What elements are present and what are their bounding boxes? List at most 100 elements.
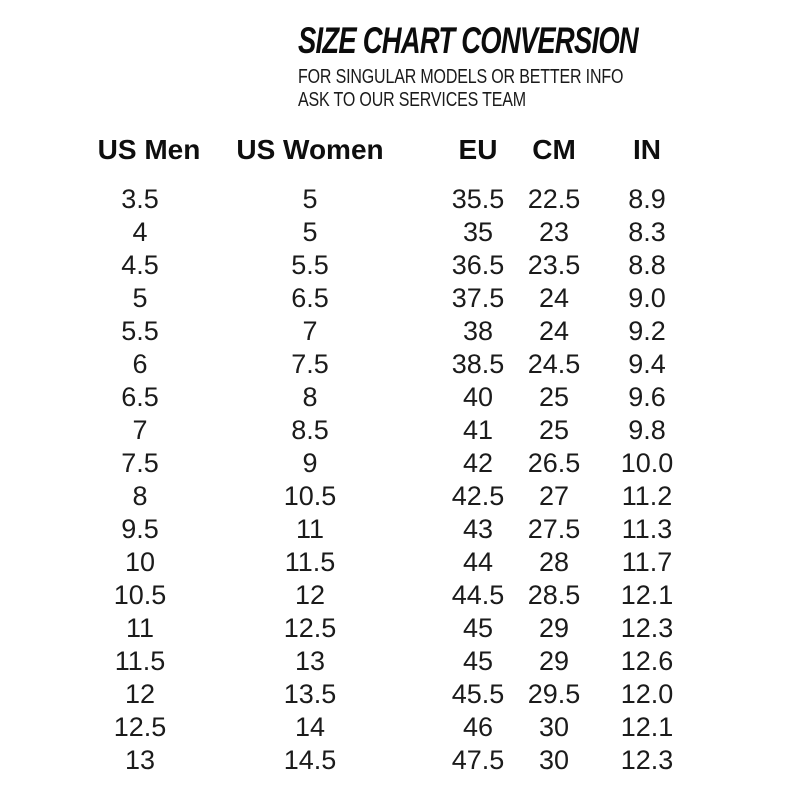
table-cell: 5.5	[291, 250, 329, 280]
table-cell: 5	[302, 217, 318, 247]
table-cell: 42	[462, 448, 494, 478]
table-cell: 10	[124, 547, 156, 577]
table-row: 10 11.5 44 28 11.7	[75, 546, 677, 579]
table-row: 6 7.5 38.5 24.5 9.4	[75, 348, 677, 381]
table-cell: 28.5	[527, 580, 581, 610]
table-row: 13 14.5 47.5 30 12.3	[75, 744, 677, 777]
table-row: 7 8.5 41 25 9.8	[75, 414, 677, 447]
table-cell: 38.5	[451, 349, 505, 379]
table-cell: 9	[302, 448, 318, 478]
table-cell: 38	[462, 316, 494, 346]
table-cell: 40	[462, 382, 494, 412]
table-cell: 28	[538, 547, 570, 577]
table-row: 5 6.5 37.5 24 9.0	[75, 282, 677, 315]
header-block: SIZE CHART CONVERSION FOR SINGULAR MODEL…	[298, 22, 738, 112]
table-cell: 3.5	[121, 184, 159, 214]
table-cell: 27	[538, 481, 570, 511]
subtitle-line-1: FOR SINGULAR MODELS OR BETTER INFO	[298, 66, 624, 88]
table-cell: 14	[294, 712, 326, 742]
table-cell: 29	[538, 613, 570, 643]
table-cell: 7	[302, 316, 318, 346]
table-cell: 29	[538, 646, 570, 676]
table-cell: 12.1	[620, 712, 674, 742]
table-cell: 12	[124, 679, 156, 709]
table-row: 5.5 7 38 24 9.2	[75, 315, 677, 348]
table-cell: 12.5	[283, 613, 337, 643]
table-cell: 30	[538, 712, 570, 742]
table-cell: 12.5	[113, 712, 167, 742]
table-cell: 14.5	[283, 745, 337, 775]
table-cell: 9.2	[628, 316, 666, 346]
table-cell: 43	[462, 514, 494, 544]
page-subtitle: FOR SINGULAR MODELS OR BETTER INFO ASK T…	[298, 66, 650, 112]
table-cell: 13	[124, 745, 156, 775]
table-cell: 6.5	[121, 382, 159, 412]
table-cell: 7.5	[291, 349, 329, 379]
table-cell: 4.5	[121, 250, 159, 280]
table-cell: 8	[132, 481, 148, 511]
table-row: 8 10.5 42.5 27 11.2	[75, 480, 677, 513]
table-cell: 12.1	[620, 580, 674, 610]
table-cell: 12.3	[620, 745, 674, 775]
table-cell: 27.5	[527, 514, 581, 544]
table-cell: 45	[462, 613, 494, 643]
table-cell: 24	[538, 283, 570, 313]
table-row: 11.5 13 45 29 12.6	[75, 645, 677, 678]
table-cell: 29.5	[527, 679, 581, 709]
table-cell: 35.5	[451, 184, 505, 214]
table-cell: 7	[132, 415, 148, 445]
table-cell: 46	[462, 712, 494, 742]
table-cell: 5	[302, 184, 318, 214]
table-cell: 8.5	[291, 415, 329, 445]
table-cell: 11	[125, 613, 155, 643]
column-header-eu: EU	[458, 134, 498, 165]
table-cell: 41	[462, 415, 494, 445]
table-cell: 23	[538, 217, 570, 247]
table-row: 4 5 35 23 8.3	[75, 216, 677, 249]
table-header-row: US Men US Women EU CM IN	[75, 133, 677, 166]
table-cell: 11.5	[284, 547, 336, 577]
table-cell: 8.8	[628, 250, 666, 280]
table-cell: 9.4	[628, 349, 666, 379]
table-cell: 44	[462, 547, 494, 577]
table-row: 7.5 9 42 26.5 10.0	[75, 447, 677, 480]
table-row: 9.5 11 43 27.5 11.3	[75, 513, 677, 546]
table-cell: 11.5	[114, 646, 166, 676]
table-row: 12.5 14 46 30 12.1	[75, 711, 677, 744]
table-cell: 8.9	[628, 184, 666, 214]
table-cell: 37.5	[451, 283, 505, 313]
table-cell: 10.0	[620, 448, 674, 478]
subtitle-line-2: ASK TO OUR SERVICES TEAM	[298, 89, 526, 111]
table-cell: 23.5	[527, 250, 581, 280]
table-cell: 47.5	[451, 745, 505, 775]
table-cell: 26.5	[527, 448, 581, 478]
table-cell: 7.5	[121, 448, 159, 478]
table-cell: 9.0	[628, 283, 666, 313]
table-cell: 35	[462, 217, 494, 247]
column-header-cm: CM	[532, 134, 576, 165]
table-cell: 8	[302, 382, 318, 412]
table-cell: 6.5	[291, 283, 329, 313]
table-cell: 9.6	[628, 382, 666, 412]
table-cell: 24.5	[527, 349, 581, 379]
table-cell: 11	[295, 514, 325, 544]
table-cell: 11.7	[621, 547, 673, 577]
table-cell: 12	[294, 580, 326, 610]
table-row: 11 12.5 45 29 12.3	[75, 612, 677, 645]
page-title: SIZE CHART CONVERSION	[298, 20, 639, 61]
table-cell: 9.8	[628, 415, 666, 445]
table-cell: 12.3	[620, 613, 674, 643]
table-cell: 45.5	[451, 679, 505, 709]
table-cell: 13.5	[283, 679, 337, 709]
table-row: 10.5 12 44.5 28.5 12.1	[75, 579, 677, 612]
table-cell: 5.5	[121, 316, 159, 346]
table-cell: 22.5	[527, 184, 581, 214]
column-header-us-women: US Women	[236, 134, 384, 165]
table-cell: 6	[132, 349, 148, 379]
table-cell: 42.5	[451, 481, 505, 511]
size-conversion-table: US Men US Women EU CM IN 3.5 5 35.5 22.5 8.9…	[75, 133, 677, 777]
table-cell: 25	[538, 415, 570, 445]
table-cell: 5	[132, 283, 148, 313]
table-cell: 11.2	[621, 481, 673, 511]
table-cell: 12.6	[620, 646, 674, 676]
